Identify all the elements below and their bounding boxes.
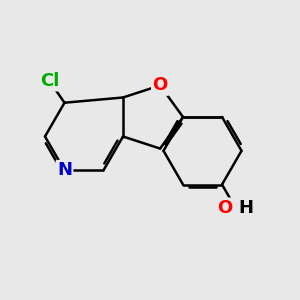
Text: H: H: [238, 199, 253, 217]
Text: N: N: [57, 161, 72, 179]
Text: Cl: Cl: [40, 72, 59, 90]
Text: O: O: [218, 199, 233, 217]
Text: O: O: [152, 76, 168, 94]
